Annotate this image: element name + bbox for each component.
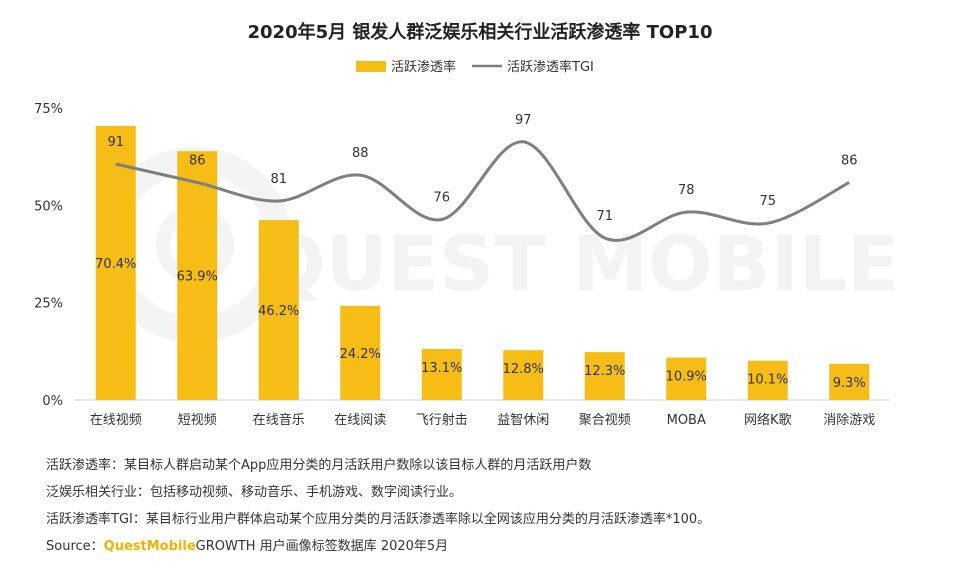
- footnotes: 活跃渗透率：某目标人群启动某个App应用分类的月活跃用户数除以该目标人群的月活跃…: [46, 452, 710, 560]
- y-tick-label: 0%: [42, 394, 63, 409]
- bar: [829, 363, 870, 400]
- x-tick-label: 益智休闲: [497, 413, 549, 428]
- bar: [95, 125, 136, 400]
- bar-data-label: 24.2%: [340, 347, 381, 362]
- x-tick-label: 在线阅读: [334, 413, 386, 428]
- bar: [340, 305, 381, 400]
- source-text: GROWTH 用户画像标签数据库 2020年5月: [195, 539, 449, 554]
- watermark-text: QUEST MOBILE: [261, 219, 899, 308]
- footnote-1: 活跃渗透率：某目标人群启动某个App应用分类的月活跃用户数除以该目标人群的月活跃…: [46, 458, 592, 473]
- bar: [666, 357, 707, 400]
- tgi-data-label: 91: [107, 135, 124, 150]
- tgi-data-label: 81: [270, 172, 287, 187]
- footnote-3: 活跃渗透率TGI：某目标行业用户群体启动某个应用分类的月活跃渗透率除以全网该应用…: [46, 512, 711, 527]
- tgi-line-series: 91 86 81 88 76 97 71 78 75 86: [107, 113, 858, 242]
- bar-data-label: 12.3%: [584, 364, 625, 379]
- tgi-data-label: 71: [596, 209, 613, 224]
- bar: [421, 348, 462, 400]
- bar-data-label: 63.9%: [177, 270, 218, 285]
- x-tick-label: 在线视频: [90, 413, 142, 428]
- x-tick-label: 聚合视频: [579, 413, 631, 428]
- bar: [503, 350, 544, 400]
- x-tick-label: MOBA: [667, 413, 706, 428]
- tgi-data-label: 97: [515, 113, 532, 128]
- tgi-data-label: 88: [352, 146, 369, 161]
- bar-data-label: 46.2%: [258, 304, 299, 319]
- watermark: QUEST MOBILE: [97, 147, 899, 343]
- footnote-2: 泛娱乐相关行业：包括移动视频、移动音乐、手机游戏、数字阅读行业。: [46, 485, 463, 500]
- bar-data-label: 12.8%: [503, 362, 544, 377]
- x-tick-label: 在线音乐: [253, 412, 305, 428]
- bar-data-label: 13.1%: [421, 361, 462, 376]
- y-tick-label: 25%: [34, 297, 63, 312]
- bar: [747, 360, 788, 400]
- bar-series: 70.4% 63.9% 46.2% 24.2% 13.1% 12.8% 12.3% 10.9%…: [95, 125, 870, 400]
- x-tick-label: 短视频: [178, 413, 217, 428]
- y-tick-label: 50%: [34, 199, 63, 214]
- bar: [258, 220, 299, 400]
- source-line: Source：QuestMobileGROWTH 用户画像标签数据库 2020年…: [46, 533, 710, 560]
- legend-bar-label: 活跃渗透率: [391, 59, 456, 75]
- tgi-data-label: 86: [841, 154, 858, 169]
- chart-title: 2020年5月 银发人群泛娱乐相关行业活跃渗透率 TOP10: [248, 21, 713, 43]
- bar: [177, 151, 218, 400]
- tgi-data-label: 78: [678, 183, 695, 198]
- legend-line-label: 活跃渗透率TGI: [507, 59, 594, 75]
- bar-data-label: 10.1%: [747, 373, 788, 388]
- x-tick-label: 消除游戏: [823, 413, 875, 428]
- x-tick-label: 飞行射击: [416, 412, 468, 428]
- tgi-line: [115, 140, 850, 242]
- y-tick-label: 75%: [34, 102, 63, 117]
- bar-data-label: 10.9%: [666, 370, 707, 385]
- tgi-data-label: 76: [433, 191, 450, 206]
- source-prefix: Source：: [46, 539, 104, 554]
- legend-bar-swatch: [356, 61, 386, 72]
- source-brand: QuestMobile: [103, 539, 196, 554]
- bar: [584, 352, 625, 400]
- bar-data-label: 9.3%: [833, 376, 866, 391]
- tgi-data-label: 75: [759, 194, 776, 209]
- x-tick-label: 网络K歌: [744, 412, 792, 428]
- x-axis: 在线视频 短视频 在线音乐 在线阅读 飞行射击 益智休闲 聚合视频 MOBA 网络K歌 消除游戏: [90, 412, 876, 428]
- tgi-data-label: 86: [189, 154, 206, 169]
- bar-data-label: 70.4%: [95, 257, 136, 272]
- legend: 活跃渗透率 活跃渗透率TGI: [356, 59, 594, 75]
